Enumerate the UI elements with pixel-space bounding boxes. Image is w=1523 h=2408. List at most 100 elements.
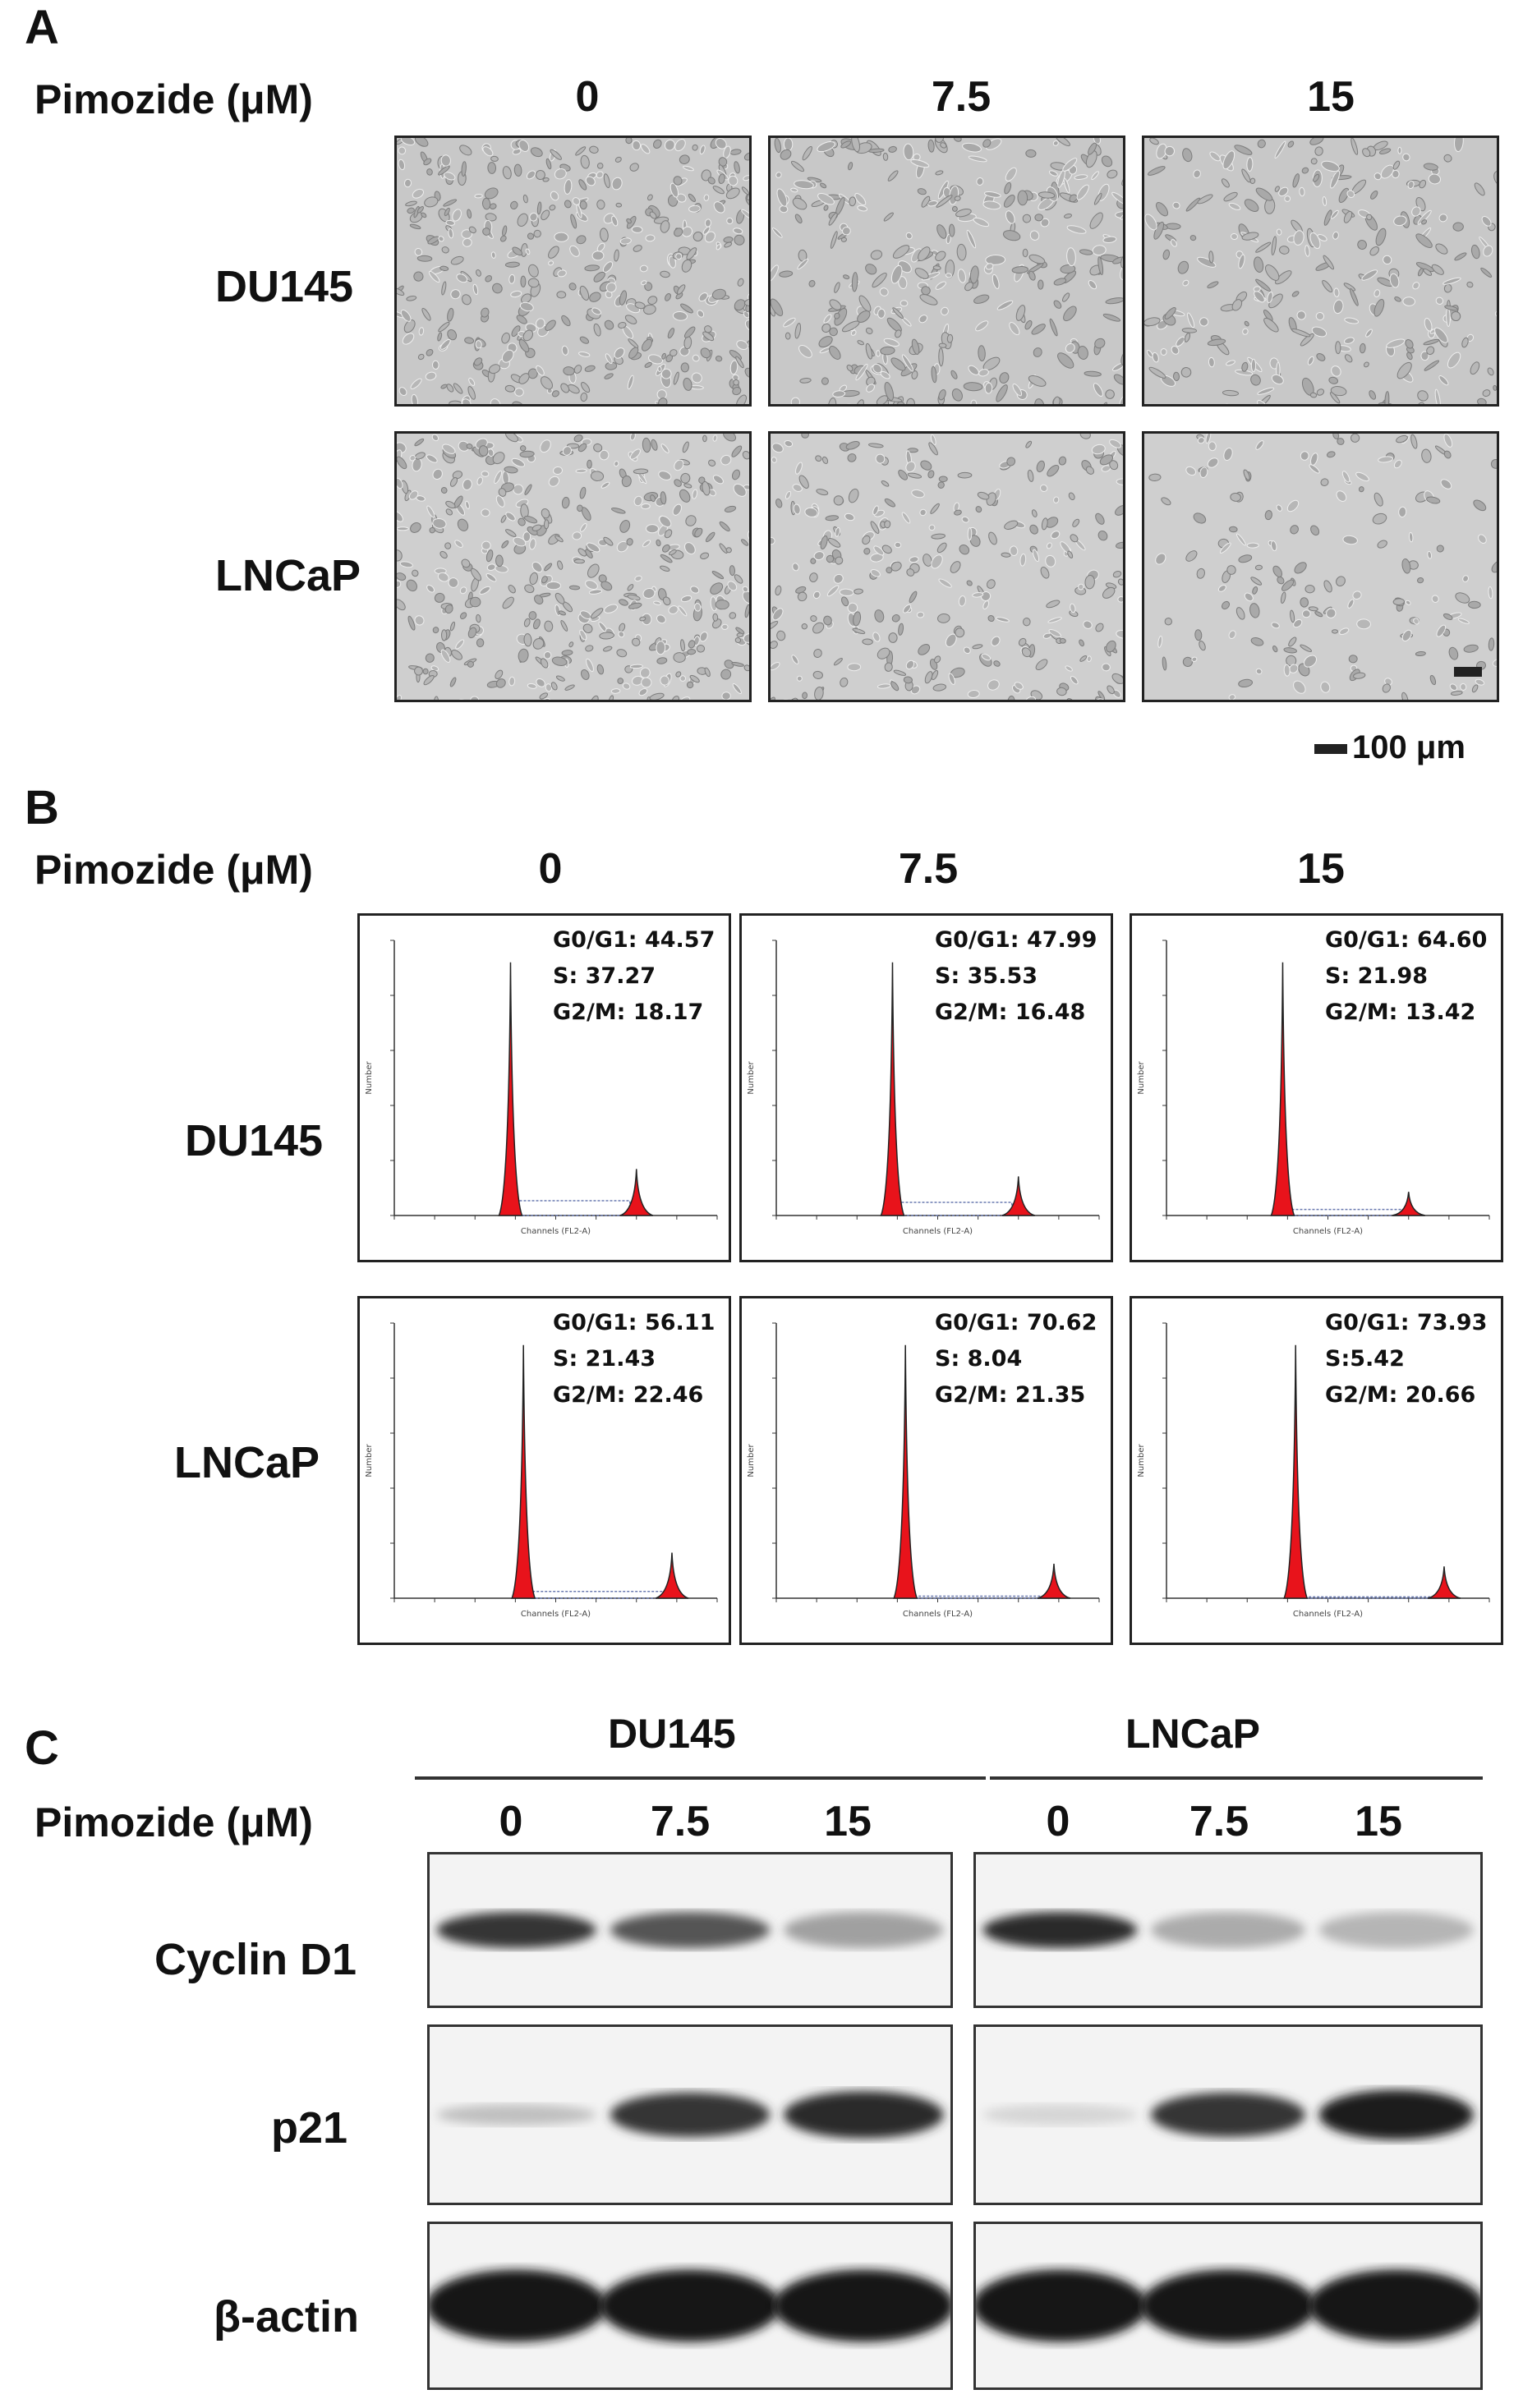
panel-a-conc-1: 7.5	[931, 73, 992, 121]
micrograph-du145-0	[394, 136, 752, 407]
blot-band	[784, 1912, 944, 1948]
histogram-lncap-2: Channels (FL2-A) Number G0/G1: 73.93 S:5.42…	[1130, 1296, 1503, 1645]
histogram-x-label: Channels (FL2-A)	[521, 1227, 591, 1236]
g2m-peak	[619, 1169, 654, 1216]
histogram-y-label: Number	[747, 1444, 756, 1477]
panel-b-row-lncap: LNCaP	[174, 1438, 320, 1487]
blot-band	[784, 2091, 944, 2139]
histogram-x-label: Channels (FL2-A)	[521, 1610, 591, 1619]
micrograph-lncap-2	[1142, 431, 1499, 702]
cell-line-du145: DU145	[608, 1711, 736, 1757]
panel-c-conc-5: 15	[1355, 1798, 1402, 1845]
blot-band	[436, 1912, 596, 1948]
panel-c-letter: C	[25, 1721, 59, 1775]
g0g1-peak	[893, 1344, 918, 1599]
blot-band	[610, 1912, 771, 1948]
blot-band	[1140, 2269, 1316, 2342]
blot-p21-lncap	[973, 2024, 1483, 2205]
cell-cycle-stats: G0/G1: 47.99 S: 35.53 G2/M: 16.48	[935, 922, 1097, 1031]
g2m-peak	[1001, 1176, 1036, 1216]
histogram-x-label: Channels (FL2-A)	[1293, 1227, 1363, 1236]
stat-g2m: G2/M: 21.35	[935, 1382, 1086, 1408]
blot-band	[1318, 2089, 1474, 2140]
blot-band	[610, 2092, 771, 2138]
s-phase-region	[896, 1202, 1013, 1216]
cell-cycle-stats: G0/G1: 73.93 S:5.42 G2/M: 20.66	[1325, 1305, 1487, 1413]
panel-c-conc-0: 0	[499, 1798, 523, 1845]
stat-g2m: G2/M: 22.46	[553, 1382, 704, 1408]
panel-b-conc-2: 15	[1297, 845, 1345, 893]
micrograph-lncap-0	[394, 431, 752, 702]
stat-g2m: G2/M: 16.48	[935, 1000, 1086, 1025]
stat-g0g1: G0/G1: 64.60	[1325, 927, 1488, 953]
stat-s: S:5.42	[1325, 1346, 1405, 1372]
panel-c-conc-2: 15	[824, 1798, 872, 1845]
histogram-x-label: Channels (FL2-A)	[903, 1227, 973, 1236]
blot-band	[1150, 1912, 1306, 1948]
histogram-lncap-0: Channels (FL2-A) Number G0/G1: 56.11 S: 21.…	[357, 1296, 731, 1645]
histogram-y-label: Number	[365, 1061, 374, 1095]
histogram-du145-1: Channels (FL2-A) Number G0/G1: 47.99 S: 35.…	[739, 913, 1113, 1262]
panel-a-header: Pimozide (μM)	[35, 76, 313, 122]
cell-cycle-stats: G0/G1: 70.62 S: 8.04 G2/M: 21.35	[935, 1305, 1097, 1413]
panel-b-row-du145: DU145	[185, 1116, 324, 1165]
cell-line-du145-rule	[415, 1776, 986, 1780]
cell-line-lncap: LNCaP	[1125, 1711, 1260, 1757]
micrograph-du145-1	[768, 136, 1125, 407]
panel-c-header: Pimozide (μM)	[35, 1799, 313, 1845]
histogram-y-label: Number	[747, 1061, 756, 1095]
blot-band	[1309, 2269, 1480, 2342]
g2m-peak	[1392, 1192, 1425, 1216]
panel-a-conc-2: 15	[1307, 73, 1355, 121]
stat-g0g1: G0/G1: 44.57	[553, 927, 715, 953]
g0g1-peak	[1270, 962, 1295, 1216]
cell-cycle-stats: G0/G1: 56.11 S: 21.43 G2/M: 22.46	[553, 1305, 715, 1413]
panel-c-conc-3: 0	[1046, 1798, 1070, 1845]
blot-band	[436, 2104, 596, 2125]
stat-g0g1: G0/G1: 73.93	[1325, 1310, 1488, 1335]
blot-band	[1150, 2092, 1306, 2138]
panel-b-conc-1: 7.5	[898, 845, 959, 893]
cell-cycle-stats: G0/G1: 64.60 S: 21.98 G2/M: 13.42	[1325, 922, 1487, 1031]
blot-band	[1318, 1912, 1474, 1948]
stat-s: S: 21.98	[1325, 963, 1429, 989]
histogram-lncap-1: Channels (FL2-A) Number G0/G1: 70.62 S: 8.0…	[739, 1296, 1113, 1645]
blot-cyclind1-lncap	[973, 1852, 1483, 2008]
g2m-peak	[1427, 1566, 1461, 1599]
histogram-x-label: Channels (FL2-A)	[1293, 1610, 1363, 1619]
protein-p21: p21	[271, 2103, 348, 2153]
blot-p21-du145	[427, 2024, 953, 2205]
g0g1-peak	[511, 1344, 536, 1599]
g2m-peak	[1037, 1564, 1071, 1599]
cell-line-lncap-rule	[990, 1776, 1483, 1780]
panel-a-row-lncap: LNCaP	[215, 551, 361, 600]
panel-a-letter: A	[25, 1, 59, 54]
cell-cycle-stats: G0/G1: 44.57 S: 37.27 G2/M: 18.17	[553, 922, 715, 1031]
blot-cyclind1-du145	[427, 1852, 953, 2008]
s-phase-region	[527, 1591, 666, 1599]
panel-a-row-du145: DU145	[215, 262, 354, 311]
g0g1-peak	[1283, 1344, 1309, 1599]
scale-bar	[1314, 744, 1347, 754]
stat-g2m: G2/M: 20.66	[1325, 1382, 1476, 1408]
stat-g0g1: G0/G1: 47.99	[935, 927, 1097, 953]
stat-s: S: 21.43	[553, 1346, 656, 1372]
stat-s: S: 37.27	[553, 963, 656, 989]
histogram-x-label: Channels (FL2-A)	[903, 1610, 973, 1619]
blot-band	[773, 2269, 950, 2342]
scale-bar-label: 100 μm	[1352, 729, 1465, 765]
micrograph-lncap-1	[768, 431, 1125, 702]
panel-c-conc-1: 7.5	[650, 1798, 711, 1845]
scale-bar-inset	[1454, 667, 1482, 677]
stat-g2m: G2/M: 18.17	[553, 1000, 704, 1025]
protein-cyclin-d1: Cyclin D1	[154, 1935, 357, 1984]
s-phase-region	[1286, 1208, 1403, 1216]
blot-band	[430, 2269, 607, 2342]
blot-band	[982, 1912, 1138, 1948]
g0g1-peak	[498, 962, 523, 1216]
blot-band	[976, 2269, 1148, 2342]
micrograph-du145-2	[1142, 136, 1499, 407]
stat-g0g1: G0/G1: 70.62	[935, 1310, 1097, 1335]
histogram-y-label: Number	[1137, 1444, 1146, 1477]
protein-beta-actin: β-actin	[214, 2292, 359, 2341]
